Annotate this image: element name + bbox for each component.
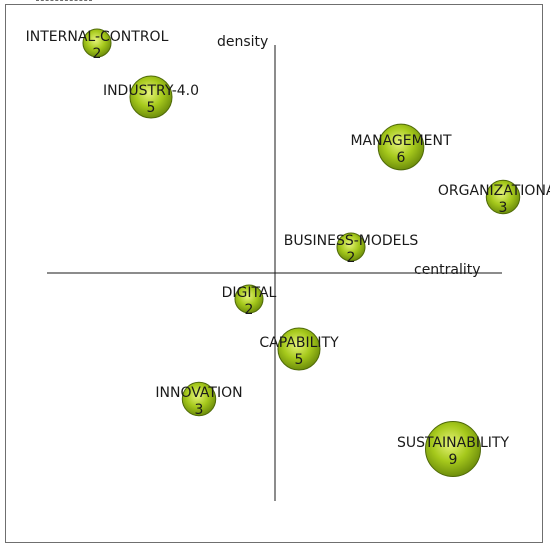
bubble-label: INTERNAL-CONTROL — [26, 29, 169, 45]
bubble-count: 5 — [147, 100, 156, 116]
bubble-count: 3 — [499, 200, 508, 216]
bubble-label: INDUSTRY-4.0 — [103, 83, 199, 99]
bubble-internal-control — [82, 28, 112, 58]
label-layer: INTERNAL-CONTROL2INDUSTRY-4.05MANAGEMENT… — [26, 29, 550, 468]
bubble-label: SUSTAINABILITY — [397, 435, 509, 451]
bubble-layer — [82, 28, 521, 477]
bubble-count: 2 — [245, 302, 254, 318]
bubble-label: ORGANIZATIONAL- — [438, 183, 550, 199]
bubble-management — [377, 123, 425, 171]
bubble-count: 5 — [295, 352, 304, 368]
bubble-business-models — [336, 232, 366, 262]
corner-mark — [36, 0, 92, 5]
bubble-count: 2 — [347, 250, 356, 266]
y-axis-label: density — [217, 34, 268, 50]
x-axis-label: centrality — [414, 262, 481, 278]
bubble-label: BUSINESS-MODELS — [284, 233, 419, 249]
bubble-sustainability — [425, 421, 481, 477]
bubble-count: 9 — [449, 452, 458, 468]
bubble-organizational — [485, 179, 521, 215]
bubble-label: INNOVATION — [155, 385, 242, 401]
bubble-innovation — [181, 381, 217, 417]
bubble-digital — [234, 284, 264, 314]
bubble-label: MANAGEMENT — [350, 133, 452, 149]
bubble-label: DIGITAL — [222, 285, 277, 301]
bubble-industry-4-0 — [129, 75, 173, 119]
bubble-count: 2 — [93, 46, 102, 62]
bubble-count: 6 — [397, 150, 406, 166]
bubble-label: CAPABILITY — [259, 335, 339, 351]
bubble-count: 3 — [195, 402, 204, 418]
bubble-capability — [277, 327, 321, 371]
